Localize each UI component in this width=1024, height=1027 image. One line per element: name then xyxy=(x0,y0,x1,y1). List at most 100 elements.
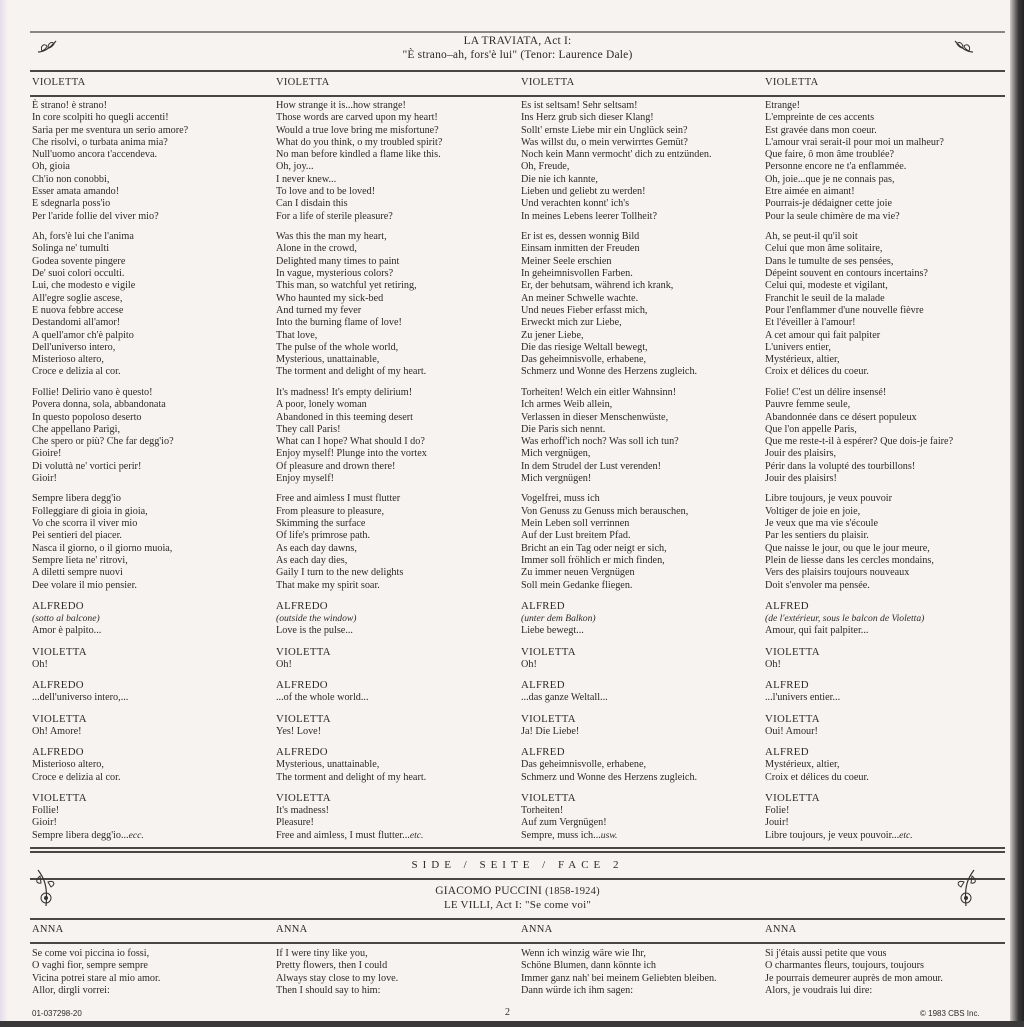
page-number: 2 xyxy=(505,1007,510,1018)
dialogue-block: ALFRED ...l'univers entier... xyxy=(765,679,1007,704)
lyric-line: Mysterious, unattainable, xyxy=(276,354,380,366)
stanza: Ah, fors'è lui che l'anima Solinga ne' tu… xyxy=(32,231,274,379)
lyric-line: Alone in the crowd, xyxy=(276,243,357,255)
lyric-line: Que naisse le jour, ou que le jour meure… xyxy=(765,542,930,554)
lyric-line: Dépeint souvent en contours incertains? xyxy=(765,268,928,280)
lyric-line: Always stay close to my love. xyxy=(276,972,399,984)
lyric-line: Voltiger de joie en joie, xyxy=(765,505,861,517)
speaker-name: VIOLETTA xyxy=(276,645,331,658)
lyric-line: Est gravée dans mon coeur. xyxy=(765,124,877,136)
lyric-text: Sempre libera degg'io... xyxy=(32,829,129,841)
lyric-line: Jouir! xyxy=(765,817,789,829)
speaker-name: ALFRED xyxy=(765,746,809,759)
dialogue-block: ALFREDO Mysterious, unattainable, The torm… xyxy=(276,746,518,784)
lyric-line: Oh! Amore! xyxy=(32,725,82,737)
lyric-line: Follie! Delirio vano è questo! xyxy=(32,386,153,398)
speaker-name: VIOLETTA xyxy=(765,645,820,658)
lyric-line: In questo popoloso deserto xyxy=(32,411,142,423)
lyric-line: I never knew... xyxy=(276,173,337,185)
lyric-line: Pretty flowers, then I could xyxy=(276,960,388,972)
lyric-line: Croce e delizia al cor. xyxy=(32,771,121,783)
lyric-line: In core scolpiti ho quegli accenti! xyxy=(32,112,169,124)
side-label: SIDE / SEITE / FACE 2 xyxy=(411,859,624,871)
lyric-line: L'empreinte de ces accents xyxy=(765,112,875,124)
lyric-line: From pleasure to pleasure, xyxy=(276,505,385,517)
lyric-line: Gaily I turn to the new delights xyxy=(276,567,404,579)
lyric-line: To love and to be loved! xyxy=(276,186,376,198)
lyric-line: Zu immer neuen Vergnügen xyxy=(521,567,635,579)
lyric-line: Misterioso altero, xyxy=(32,354,104,366)
dialogue-block: VIOLETTA Oh! xyxy=(276,646,518,671)
header-rule xyxy=(30,942,1005,944)
dialogue-block: ALFREDO (outside the window) Love is the p… xyxy=(276,600,518,638)
speaker-name: ALFRED xyxy=(521,679,565,692)
lyric-line: A diletti sempre nuovi xyxy=(32,567,123,579)
lyric-line: Noch kein Mann vermocht' dich zu entzünd… xyxy=(521,149,712,161)
lyric-line: Follie! xyxy=(32,805,60,817)
lyric-line: O vaghi fior, sempre sempre xyxy=(32,960,148,972)
lyric-line: Erweckt mich zur Liebe, xyxy=(521,317,622,329)
lyric-line: ...of the whole world... xyxy=(276,692,369,704)
lyric-line: Pei sentieri del piacer. xyxy=(32,530,122,542)
composer-name: GIACOMO PUCCINI xyxy=(435,885,543,897)
lyric-line: Que me reste-t-il à espérer? Que dois-je… xyxy=(765,436,954,448)
lyric-line: Se come voi piccina io fossi, xyxy=(32,948,150,959)
lyric-line: Mich vergnügen, xyxy=(521,448,591,460)
lyric-abbrev: etc. xyxy=(899,829,913,841)
lyric-line: Pour l'enflammer d'une nouvelle fièvre xyxy=(765,304,924,316)
lyric-line: Personne encore ne t'a enflammée. xyxy=(765,161,907,173)
lyric-line: Pauvre femme seule, xyxy=(765,399,851,411)
stanza: È strano! è strano! In core scolpiti ho q… xyxy=(32,100,274,223)
stanza: Free and aimless I must flutter From plea… xyxy=(276,493,518,591)
lyric-line: Si j'étais aussi petite que vous xyxy=(765,948,887,959)
lyric-line: That love, xyxy=(276,329,318,341)
lyric-line: Esser amata amando! xyxy=(32,186,120,198)
column-header: VIOLETTA xyxy=(521,77,575,88)
lyric-line: Je pourrais demeurer auprès de mon amour… xyxy=(765,972,943,984)
lyric-line: How strange it is...how strange! xyxy=(276,100,406,111)
lyric-line: Solinga ne' tumulti xyxy=(32,243,110,255)
lyric-line: Mein Leben soll verrinnen xyxy=(521,518,630,530)
lyric-line: Libre toujours, je veux pouvoir xyxy=(765,493,893,505)
dialogue-block: ALFRED Mystérieux, altier, Croix et délice… xyxy=(765,746,1007,784)
side-rule xyxy=(30,847,1005,849)
lyric-line: Bricht an ein Tag oder neigt er sich, xyxy=(521,542,667,554)
dialogue-block: VIOLETTA Oh! xyxy=(521,646,763,671)
lyric-line: Auf der Lust breitem Pfad. xyxy=(521,530,631,542)
lyric-line: What can I hope? What should I do? xyxy=(276,436,425,448)
lyric-line: What do you think, o my troubled spirit? xyxy=(276,136,443,148)
lyric-line: Jouir des plaisirs, xyxy=(765,448,837,460)
lyric-line: Destandomi all'amor! xyxy=(32,317,121,329)
dialogue-block: VIOLETTA It's madness! Pleasure! Free and a… xyxy=(276,792,518,842)
lyric-line: Croix et délices du coeur. xyxy=(765,771,869,783)
lyric-line: Immer ganz nah' bei meinem Geliebten ble… xyxy=(521,972,717,984)
lyric-line: Godea sovente pingere xyxy=(32,255,126,267)
lyric-line: Croix et délices du coeur. xyxy=(765,366,869,378)
speaker-name: VIOLETTA xyxy=(521,712,576,725)
lyric-line: Die nie ich kannte, xyxy=(521,173,598,185)
composer-dates: (1858-1924) xyxy=(545,886,600,897)
dialogue-block: ALFRED (de l'extérieur, sous le balcon de… xyxy=(765,600,1007,638)
lyric-line: Oh! xyxy=(765,658,781,670)
lyric-line: Dans le tumulte de ses pensées, xyxy=(765,255,894,267)
lyric-line: Wenn ich winzig wäre wie Ihr, xyxy=(521,948,646,959)
lyric-line: Oh, Freude, xyxy=(521,161,570,173)
lyric-line: Can I disdain this xyxy=(276,198,348,210)
lyric-line: Dann würde ich ihm sagen: xyxy=(521,984,634,996)
speaker-name: ALFREDO xyxy=(276,679,328,692)
lyric-line: Oh! xyxy=(521,658,537,670)
speaker-name: VIOLETTA xyxy=(32,645,87,658)
lyric-line: In geheimnisvollen Farben. xyxy=(521,268,633,280)
dialogue-block: VIOLETTA Ja! Die Liebe! xyxy=(521,713,763,738)
traviata-title: LA TRAVIATA, Act I: xyxy=(463,35,572,47)
lyric-line: Che risolvi, o turbata anima mia? xyxy=(32,136,168,148)
lyric-line: Gioir! xyxy=(32,472,57,484)
dialogue-block: VIOLETTA Oh! xyxy=(765,646,1007,671)
dialogue-block: ALFRED ...das ganze Weltall... xyxy=(521,679,763,704)
stage-direction: (outside the window) xyxy=(276,613,357,625)
lyric-abbrev: ecc. xyxy=(128,829,144,841)
libretto-column: If I were tiny like you, Pretty flowers, … xyxy=(276,948,518,997)
flower-sprig-icon xyxy=(36,869,55,907)
lyric-line: Zu jener Liebe, xyxy=(521,329,584,341)
stanza: Ah, se peut-il qu'il soit Celui que mon â… xyxy=(765,231,1007,379)
